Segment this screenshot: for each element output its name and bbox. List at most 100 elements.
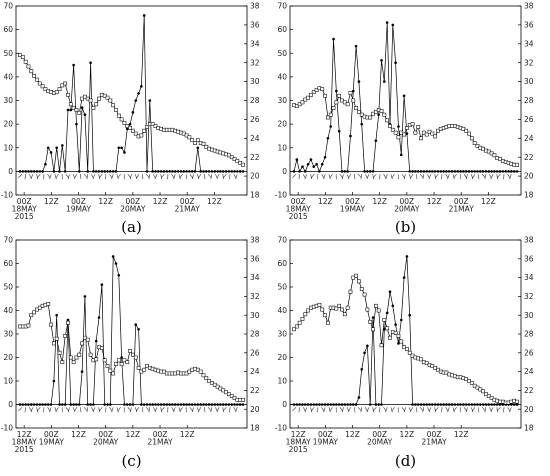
data-point-square <box>410 122 415 127</box>
data-point-circle <box>106 170 109 173</box>
y-right-tick-label: 18 <box>524 424 534 433</box>
wind-barb <box>80 407 82 413</box>
data-point-circle <box>405 132 409 135</box>
data-point-square <box>190 138 195 143</box>
data-point-circle <box>493 403 496 406</box>
data-point-square <box>498 157 502 161</box>
y-left-tick-label: 0 <box>282 400 287 409</box>
data-point-circle <box>111 255 115 258</box>
data-point-square <box>212 382 217 387</box>
data-point-circle <box>295 158 299 161</box>
data-point-circle <box>315 403 318 406</box>
wind-barb <box>428 407 432 412</box>
wind-barb <box>210 407 213 413</box>
data-point-square <box>125 124 130 128</box>
wind-barb <box>178 174 181 180</box>
data-point-square <box>116 358 121 363</box>
wind-barb <box>360 174 362 180</box>
data-point-circle <box>374 139 378 142</box>
data-point-square <box>294 324 299 329</box>
data-point-square <box>475 143 480 148</box>
y-left-tick-label: 60 <box>3 259 13 268</box>
data-point-square <box>94 357 99 362</box>
data-point-square <box>393 130 398 135</box>
data-point-square <box>472 141 477 145</box>
wind-barb <box>471 407 476 412</box>
wind-barb <box>503 174 505 180</box>
data-point-square <box>416 125 421 129</box>
y-right-tick-label: 26 <box>524 115 534 124</box>
data-point-square <box>91 106 96 110</box>
wind-barb <box>329 174 333 179</box>
wind-barb <box>222 174 227 179</box>
data-point-square <box>116 113 121 118</box>
data-point-circle <box>329 403 332 406</box>
data-point-circle <box>168 170 171 173</box>
data-point-circle <box>340 403 344 406</box>
data-point-square <box>334 100 339 105</box>
plot-frame <box>15 5 248 196</box>
data-point-circle <box>151 403 154 406</box>
panel-letter: (b) <box>395 218 416 236</box>
wind-barb <box>360 407 362 413</box>
wind-barb <box>310 407 313 413</box>
data-point-circle <box>349 403 352 406</box>
y-right-tick-label: 32 <box>250 58 260 67</box>
data-point-circle <box>368 403 372 406</box>
data-point-square <box>419 136 423 141</box>
data-point-circle <box>329 125 332 128</box>
data-point-circle <box>83 295 87 298</box>
data-point-square <box>359 287 364 291</box>
data-point-square <box>114 362 118 366</box>
data-point-square <box>227 153 231 158</box>
data-point-circle <box>306 162 310 166</box>
data-point-circle <box>219 403 222 406</box>
x-tick-label: 12Z <box>318 197 333 206</box>
y-right-tick-label: 24 <box>250 367 260 376</box>
data-point-square <box>97 96 101 101</box>
y-right-tick-label: 30 <box>524 311 534 320</box>
data-point-square <box>46 302 51 306</box>
data-point-circle <box>391 23 395 27</box>
data-point-circle <box>366 344 369 348</box>
data-point-square <box>464 128 469 133</box>
data-point-square <box>368 115 373 120</box>
data-point-circle <box>493 170 496 173</box>
y-left-tick-label: 30 <box>3 96 13 105</box>
y-left-tick-label: 50 <box>3 283 13 292</box>
wind-barb <box>116 174 119 180</box>
data-point-square <box>43 87 48 92</box>
y-left-tick-label: -10 <box>1 191 13 200</box>
wind-barb <box>55 407 59 412</box>
wind-barb <box>235 174 238 179</box>
data-point-circle <box>445 403 448 406</box>
wind-barb <box>36 174 39 180</box>
data-point-square <box>241 162 245 167</box>
data-point-circle <box>414 170 417 173</box>
data-point-circle <box>380 59 383 62</box>
data-point-square <box>32 310 36 315</box>
data-point-circle <box>238 170 242 173</box>
data-point-circle <box>94 339 98 343</box>
data-point-circle <box>41 170 44 173</box>
wind-barb <box>222 407 224 413</box>
data-point-square <box>342 100 347 105</box>
data-point-circle <box>159 403 163 406</box>
wind-barb <box>390 174 393 180</box>
data-point-circle <box>114 170 118 173</box>
wind-barb <box>178 407 181 413</box>
data-point-circle <box>83 113 87 116</box>
data-point-square <box>382 318 387 322</box>
wind-barb <box>434 407 436 413</box>
x-tick-label: 00Z 19MAY <box>340 197 366 214</box>
data-point-circle <box>134 323 138 326</box>
data-point-square <box>331 106 336 110</box>
wind-barb <box>67 407 70 413</box>
data-point-square <box>232 396 237 400</box>
data-point-square <box>57 87 62 92</box>
data-point-square <box>204 144 209 149</box>
y-right-tick-label: 20 <box>524 405 534 414</box>
data-point-circle <box>49 403 53 406</box>
data-point-circle <box>69 403 73 406</box>
data-point-circle <box>66 318 70 322</box>
